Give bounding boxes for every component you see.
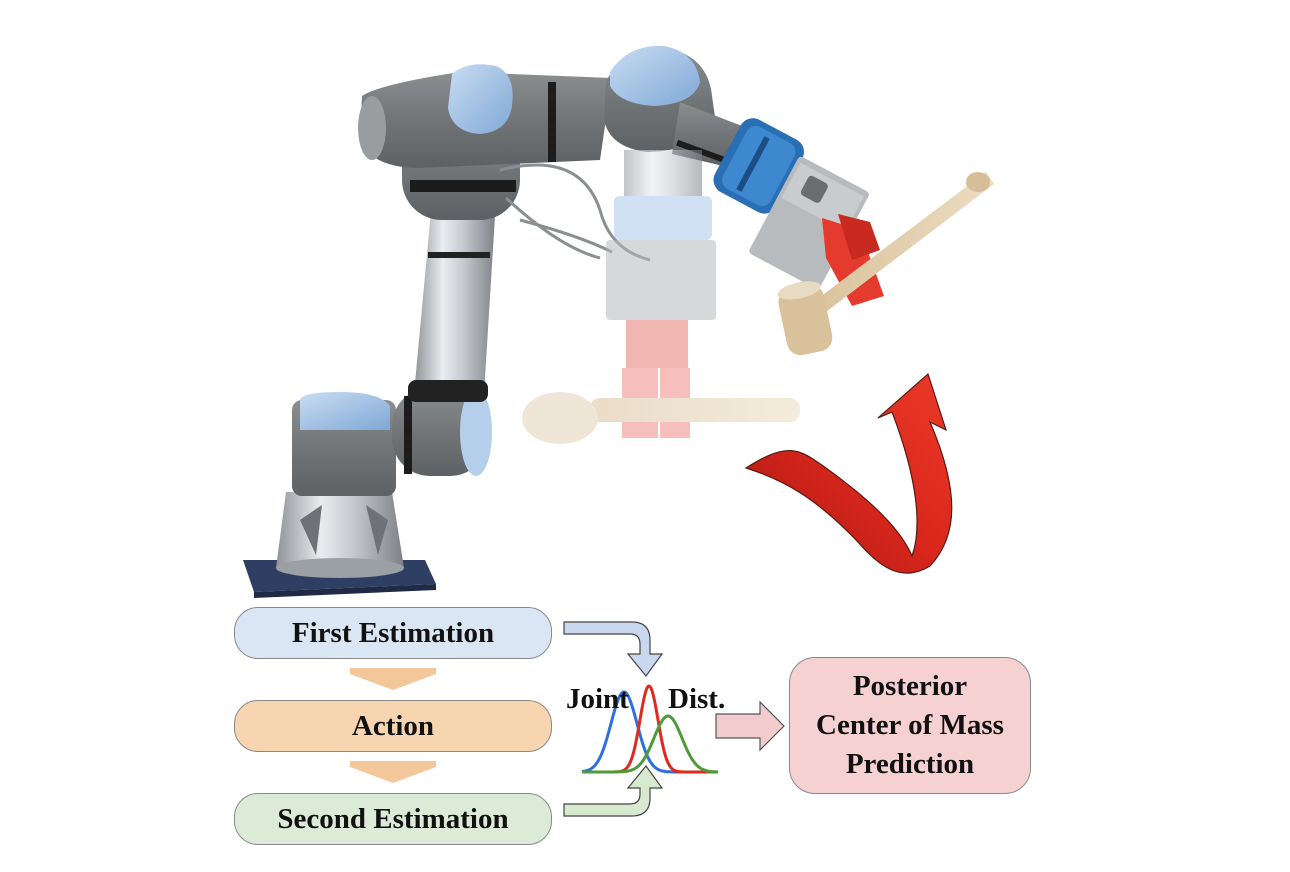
posterior-prediction-box: Posterior Center of Mass Prediction bbox=[789, 657, 1031, 794]
active-gripper bbox=[713, 118, 994, 356]
down-arrow-1 bbox=[350, 668, 436, 690]
ghost-gripper bbox=[522, 150, 800, 444]
second-estimation-box: Second Estimation bbox=[234, 793, 552, 845]
dist-to-posterior-arrow bbox=[715, 700, 785, 752]
action-label: Action bbox=[351, 709, 435, 742]
action-box: Action bbox=[234, 700, 552, 752]
robot-shoulder bbox=[292, 388, 492, 496]
joint-distribution-plot bbox=[581, 684, 718, 774]
down-arrow-2 bbox=[350, 761, 436, 783]
robot-base bbox=[243, 492, 436, 598]
robot-upper-arm bbox=[358, 64, 612, 168]
joint-label: Joint bbox=[566, 683, 629, 715]
posterior-line-3: Prediction bbox=[845, 748, 975, 780]
robot-wrist bbox=[604, 45, 742, 169]
robot-lower-arm bbox=[408, 200, 496, 402]
posterior-line-2: Center of Mass bbox=[816, 709, 1004, 741]
first-estimation-label: First Estimation bbox=[291, 616, 495, 649]
second-to-dist-arrow bbox=[563, 765, 664, 817]
first-estimation-box: First Estimation bbox=[234, 607, 552, 659]
rotation-arrow bbox=[744, 372, 953, 574]
posterior-line-1: Posterior bbox=[852, 670, 968, 702]
second-estimate-curve bbox=[582, 714, 718, 774]
first-to-dist-arrow bbox=[563, 621, 664, 677]
second-estimation-label: Second Estimation bbox=[277, 802, 509, 835]
dist-label: Dist. bbox=[668, 683, 726, 715]
